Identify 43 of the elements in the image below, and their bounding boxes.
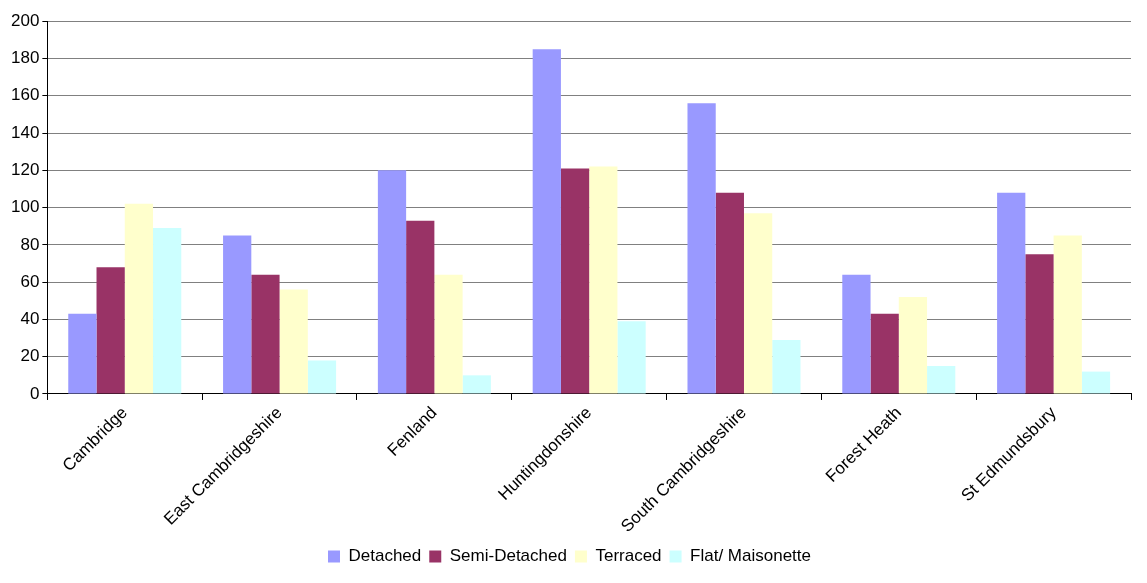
bar [687, 103, 716, 394]
y-tick-label: 180 [10, 48, 40, 68]
legend-label: Semi-Detached [449, 546, 567, 566]
bar [307, 360, 337, 394]
bar [1053, 235, 1082, 394]
bar [532, 49, 561, 394]
y-tick-label: 0 [29, 383, 40, 403]
y-tick-label: 160 [10, 85, 40, 105]
bar [715, 192, 744, 394]
bar [842, 274, 871, 394]
bar [68, 313, 97, 394]
bar [124, 203, 154, 394]
y-tick-label: 120 [10, 160, 40, 179]
bar [1025, 254, 1054, 394]
bar [870, 313, 899, 394]
y-tick-label: 60 [20, 271, 40, 291]
bar [251, 274, 280, 394]
bar [462, 375, 491, 394]
bar [617, 321, 646, 394]
bar [406, 220, 435, 394]
bar [772, 339, 801, 394]
y-tick-label: 40 [20, 309, 40, 329]
bar [96, 267, 125, 394]
bar [997, 192, 1026, 394]
y-tick-label: 80 [20, 234, 40, 254]
bar [927, 366, 956, 394]
bar [898, 297, 928, 394]
legend-label: Detached [348, 546, 422, 566]
bar [153, 228, 182, 394]
y-tick-label: 140 [10, 122, 40, 142]
legend-label: Flat/ Maisonette [690, 546, 812, 566]
bar [279, 289, 308, 394]
bar [1081, 371, 1111, 394]
bar [434, 274, 463, 394]
y-tick-label: 20 [20, 346, 40, 366]
bar [560, 168, 590, 394]
legend-label: Terraced [595, 546, 662, 566]
bar [743, 213, 773, 394]
y-tick-label: 200 [10, 10, 40, 30]
y-tick-label: 100 [10, 197, 40, 217]
bar [377, 170, 407, 394]
bar [223, 235, 252, 394]
bar [589, 166, 618, 394]
